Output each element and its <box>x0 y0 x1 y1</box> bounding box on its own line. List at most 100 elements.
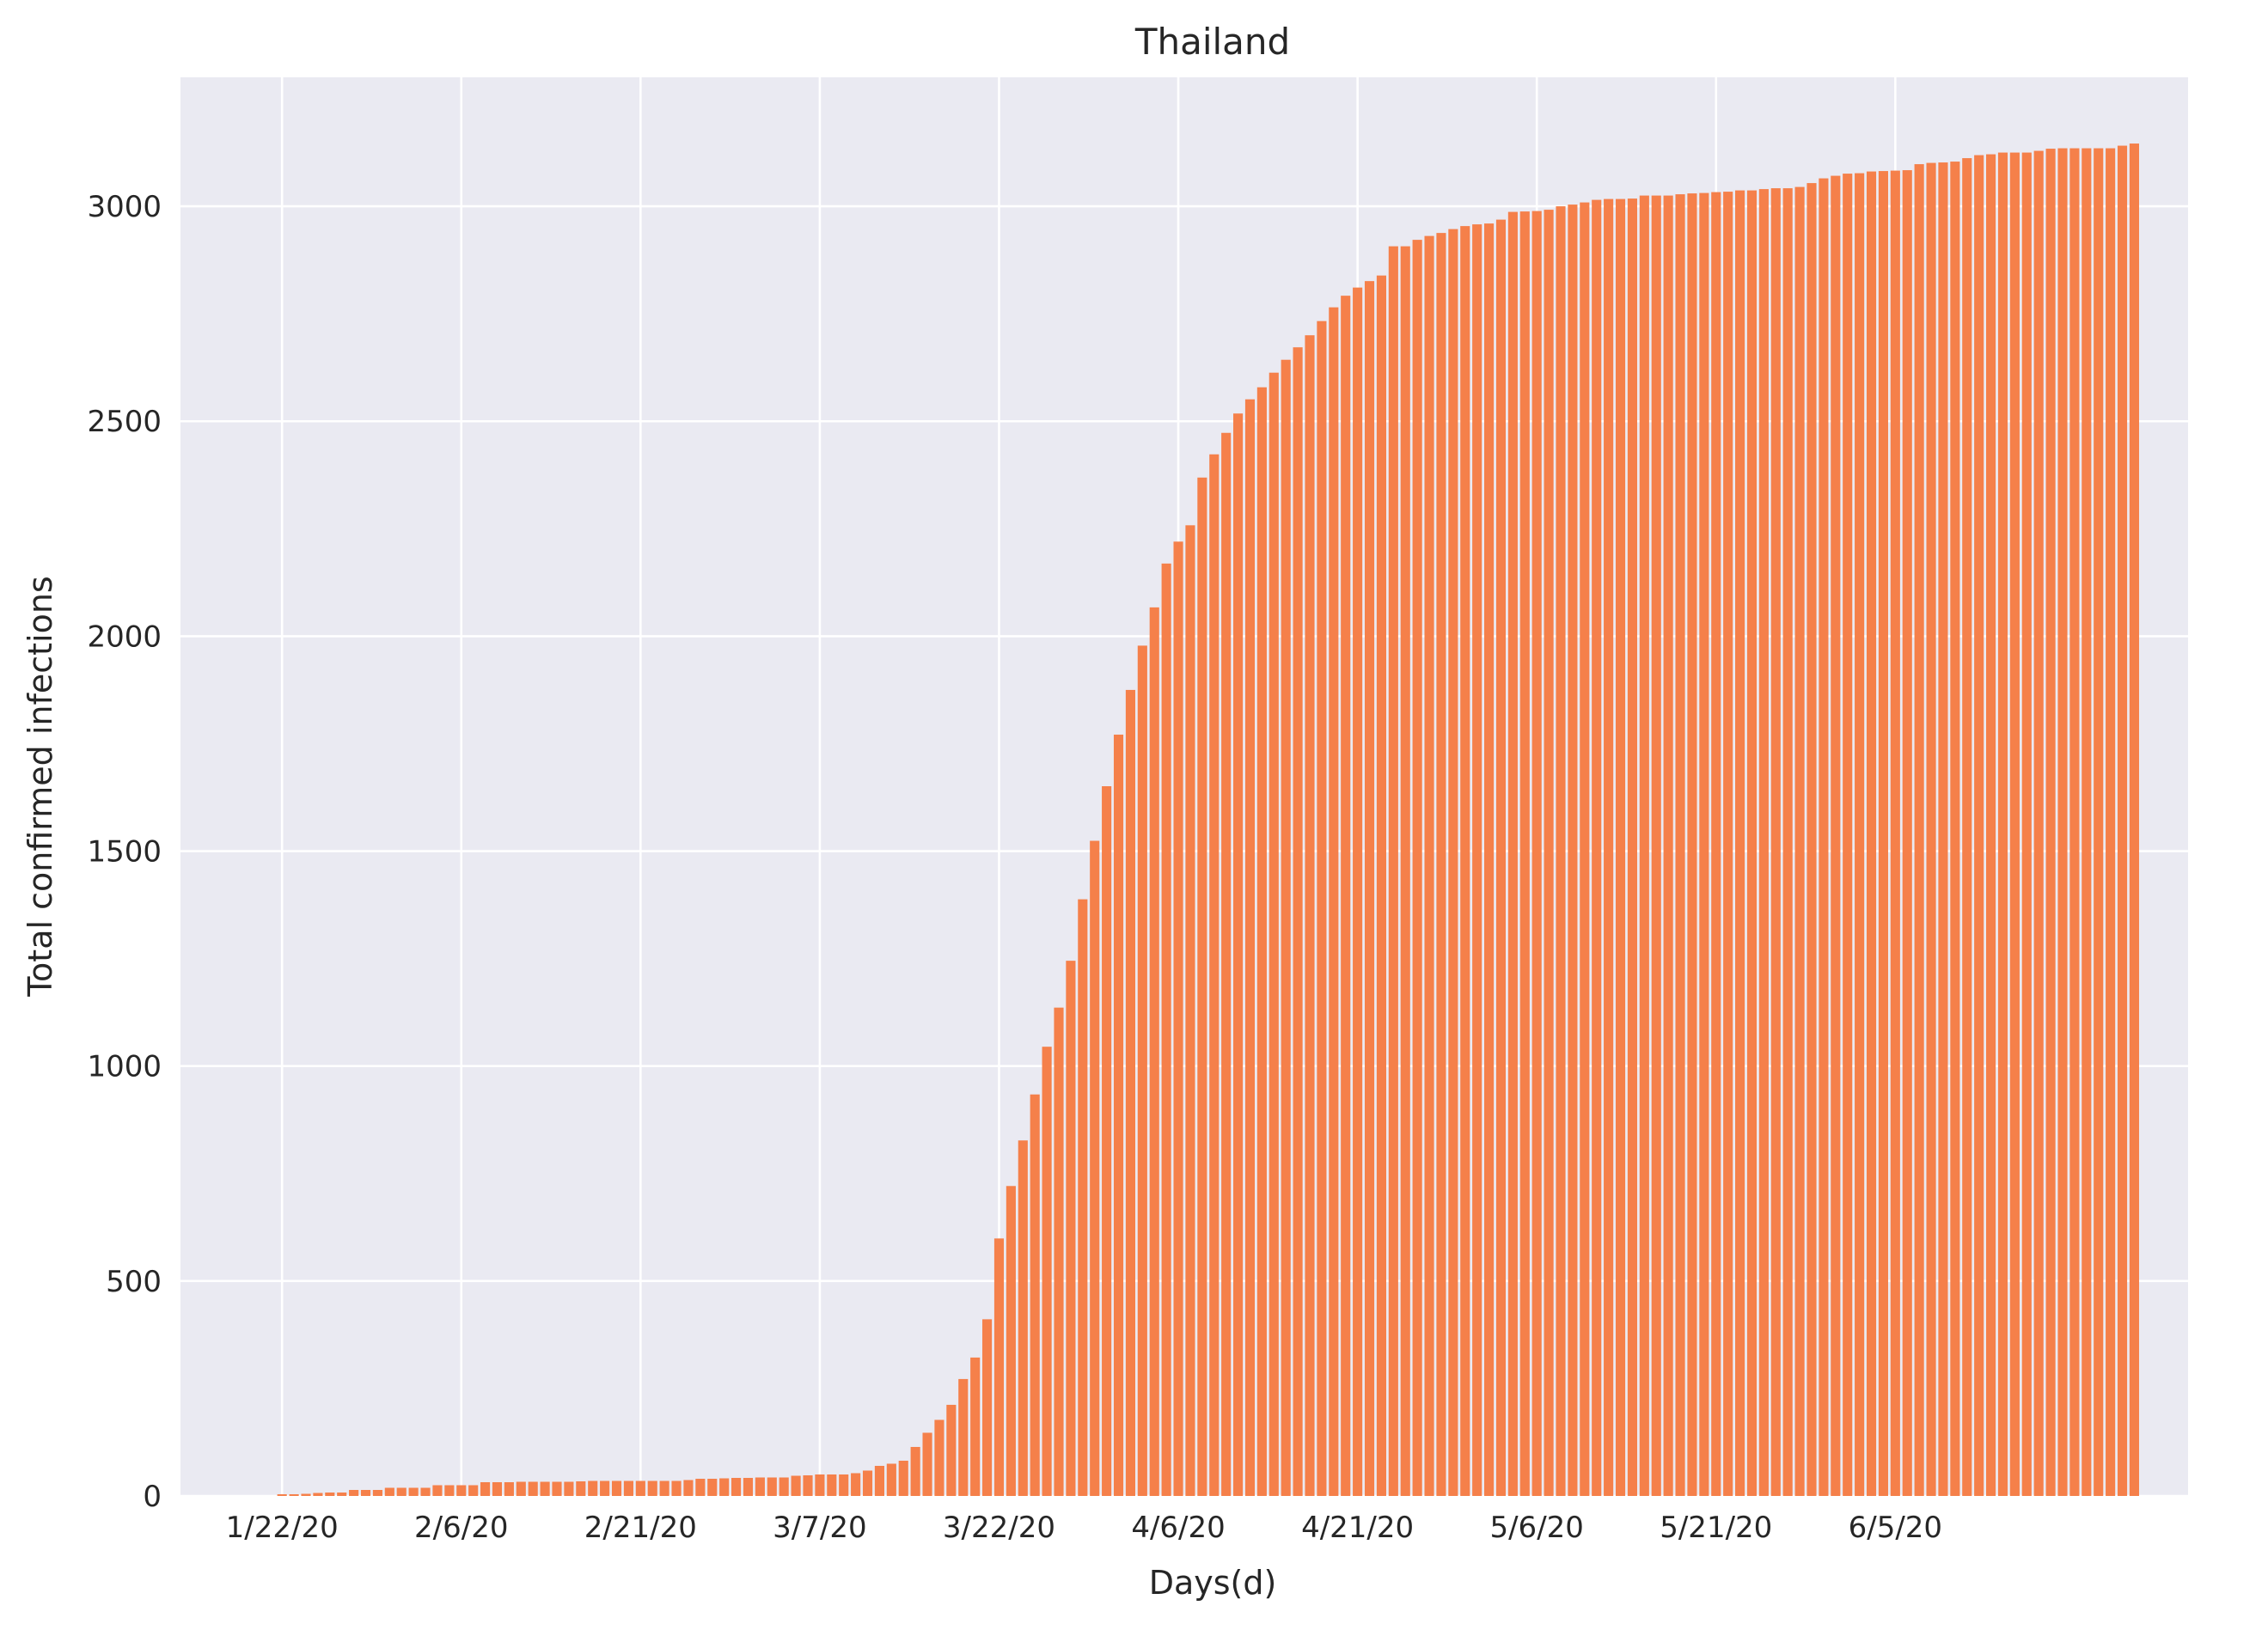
bar <box>1173 541 1183 1496</box>
bar <box>791 1475 801 1496</box>
bar <box>1819 178 1829 1497</box>
x-tick-label: 1/22/20 <box>226 1511 339 1545</box>
bar <box>922 1432 932 1496</box>
bar <box>1006 1186 1016 1496</box>
bar <box>1770 188 1781 1497</box>
bar <box>1268 372 1279 1496</box>
bar <box>1687 193 1697 1497</box>
y-tick-label: 1500 <box>87 835 162 870</box>
bar <box>600 1480 610 1496</box>
bar <box>946 1404 957 1496</box>
bar <box>1806 183 1817 1496</box>
bar <box>1161 563 1171 1496</box>
y-gridlines <box>180 205 2188 1498</box>
bar <box>372 1489 382 1496</box>
bar <box>1209 454 1220 1496</box>
bar <box>1831 175 1841 1497</box>
bar <box>1364 281 1375 1496</box>
bar <box>1125 689 1135 1496</box>
bar <box>1950 162 1960 1497</box>
bar <box>1054 1007 1064 1496</box>
bar <box>1782 188 1793 1497</box>
bar <box>1663 195 1673 1496</box>
bar <box>731 1477 742 1496</box>
bar <box>528 1481 538 1496</box>
bar <box>1376 275 1386 1497</box>
bar <box>552 1481 562 1496</box>
bar <box>1317 321 1327 1496</box>
bar <box>743 1477 754 1496</box>
bar <box>1902 170 1912 1497</box>
bar <box>755 1477 765 1496</box>
bar <box>803 1474 813 1496</box>
bar <box>1914 164 1924 1496</box>
bar <box>898 1460 908 1496</box>
bar <box>1890 170 1900 1496</box>
bar <box>1078 899 1088 1496</box>
bar <box>1507 211 1518 1496</box>
bar <box>767 1477 777 1496</box>
chart-title: Thailand <box>1134 21 1290 63</box>
bar <box>564 1481 574 1496</box>
x-tick-label: 6/5/20 <box>1849 1511 1942 1545</box>
bar <box>325 1492 335 1496</box>
bar <box>1556 206 1566 1496</box>
bar-series <box>277 143 2139 1497</box>
bar <box>993 1238 1005 1496</box>
bar <box>432 1485 443 1496</box>
y-tick-label: 3000 <box>87 190 162 224</box>
bar <box>707 1478 718 1496</box>
x-tick-label: 2/21/20 <box>584 1511 697 1545</box>
bar <box>1221 432 1232 1496</box>
bar <box>1651 195 1661 1496</box>
bar <box>1484 223 1495 1496</box>
bar <box>1388 246 1398 1496</box>
bar <box>456 1485 467 1496</box>
bar <box>1855 173 1865 1496</box>
x-axis-title: Days(d) <box>1149 1564 1277 1602</box>
bar <box>1281 359 1291 1496</box>
bar <box>1066 961 1076 1496</box>
bar <box>1735 190 1745 1496</box>
bar <box>516 1481 526 1496</box>
bar <box>1615 198 1626 1497</box>
bar <box>277 1493 287 1496</box>
bar <box>1843 174 1853 1496</box>
bar <box>2021 152 2032 1497</box>
bar <box>1412 240 1422 1497</box>
bar <box>1675 194 1685 1497</box>
x-tick-label: 2/6/20 <box>414 1511 508 1545</box>
bar <box>1185 525 1195 1497</box>
bar <box>1938 162 1948 1496</box>
bar <box>1962 158 1972 1496</box>
bar <box>982 1319 993 1496</box>
bar <box>851 1473 861 1496</box>
bar <box>1113 734 1124 1496</box>
x-tick-label: 5/21/20 <box>1660 1511 1772 1545</box>
bar <box>683 1480 694 1496</box>
bar <box>671 1480 682 1496</box>
bar <box>970 1357 981 1496</box>
bar <box>2009 152 2020 1497</box>
bar <box>815 1474 825 1496</box>
x-tick-label: 4/21/20 <box>1301 1511 1414 1545</box>
bar <box>1448 229 1458 1497</box>
bar <box>886 1463 896 1496</box>
bar <box>1400 246 1410 1496</box>
x-tick-label: 3/22/20 <box>943 1511 1055 1545</box>
bar <box>1997 152 2008 1497</box>
bar <box>910 1446 920 1496</box>
bar <box>1878 171 1888 1497</box>
bar <box>874 1465 884 1496</box>
x-tick-label: 3/7/20 <box>773 1511 866 1545</box>
bar <box>289 1493 299 1496</box>
bar <box>1699 192 1709 1496</box>
bar <box>1460 226 1470 1496</box>
bar <box>1329 307 1339 1496</box>
x-axis-ticks: 1/22/20 2/6/20 2/21/20 3/7/20 3/22/20 4/6/20 4… <box>226 1511 1942 1545</box>
bar <box>934 1419 944 1496</box>
bar <box>2057 148 2068 1496</box>
bar <box>1531 211 1542 1496</box>
bar <box>1042 1047 1052 1496</box>
bar <box>623 1480 633 1496</box>
